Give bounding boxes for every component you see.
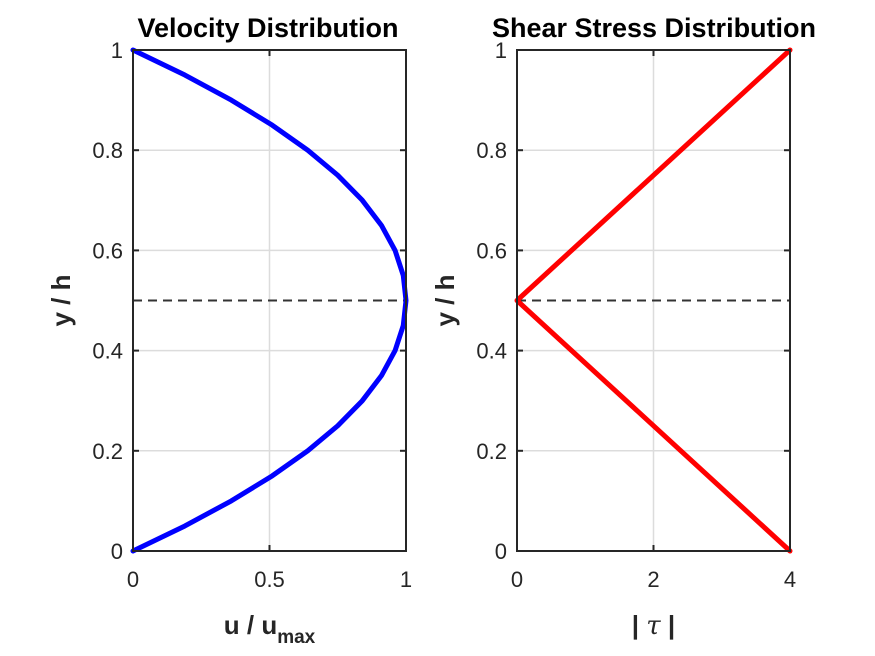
velocity-chart: 0 0.5 1 0 0.2 0.4 0.6 0.8 1 Velocity Distributio… — [46, 13, 412, 648]
shear-ytick-label-4: 0.8 — [476, 138, 507, 163]
velocity-xtick-label-1: 0.5 — [254, 567, 285, 592]
velocity-xlabel-main: u / u — [224, 610, 277, 640]
velocity-ytick-label-3: 0.6 — [92, 238, 123, 263]
shear-tick-marks — [516, 49, 791, 552]
velocity-title: Velocity Distribution — [137, 13, 398, 43]
shear-ytick-label-3: 0.6 — [476, 238, 507, 263]
velocity-ytick-label-1: 0.2 — [92, 439, 123, 464]
shear-chart: 0 2 4 0 0.2 0.4 0.6 0.8 1 Shear Stress Distribut… — [430, 13, 816, 641]
velocity-tick-labels: 0 0.5 1 0 0.2 0.4 0.6 0.8 1 — [92, 38, 412, 592]
shear-ytick-label-0: 0 — [495, 539, 507, 564]
velocity-ytick-label-4: 0.8 — [92, 138, 123, 163]
velocity-tick-marks — [132, 49, 407, 552]
shear-xlabel: | τ | — [632, 610, 675, 641]
velocity-ytick-label-0: 0 — [111, 539, 123, 564]
velocity-ylabel: y / h — [46, 274, 76, 326]
velocity-ytick-label-2: 0.4 — [92, 339, 123, 364]
velocity-xlabel: u / umax — [224, 610, 316, 648]
shear-ytick-label-5: 1 — [495, 38, 507, 63]
velocity-xtick-label-0: 0 — [127, 567, 139, 592]
shear-xlabel-text: | τ | — [632, 610, 675, 641]
shear-ylabel: y / h — [430, 274, 460, 326]
shear-ytick-label-2: 0.4 — [476, 339, 507, 364]
shear-xtick-label-2: 4 — [784, 567, 796, 592]
shear-title: Shear Stress Distribution — [492, 13, 816, 43]
shear-ytick-label-1: 0.2 — [476, 439, 507, 464]
velocity-ytick-label-5: 1 — [111, 38, 123, 63]
velocity-xtick-label-2: 1 — [400, 567, 412, 592]
shear-xtick-label-0: 0 — [511, 567, 523, 592]
shear-tick-labels: 0 2 4 0 0.2 0.4 0.6 0.8 1 — [476, 38, 796, 592]
shear-xtick-label-1: 2 — [647, 567, 659, 592]
velocity-xlabel-subscript: max — [277, 627, 315, 648]
